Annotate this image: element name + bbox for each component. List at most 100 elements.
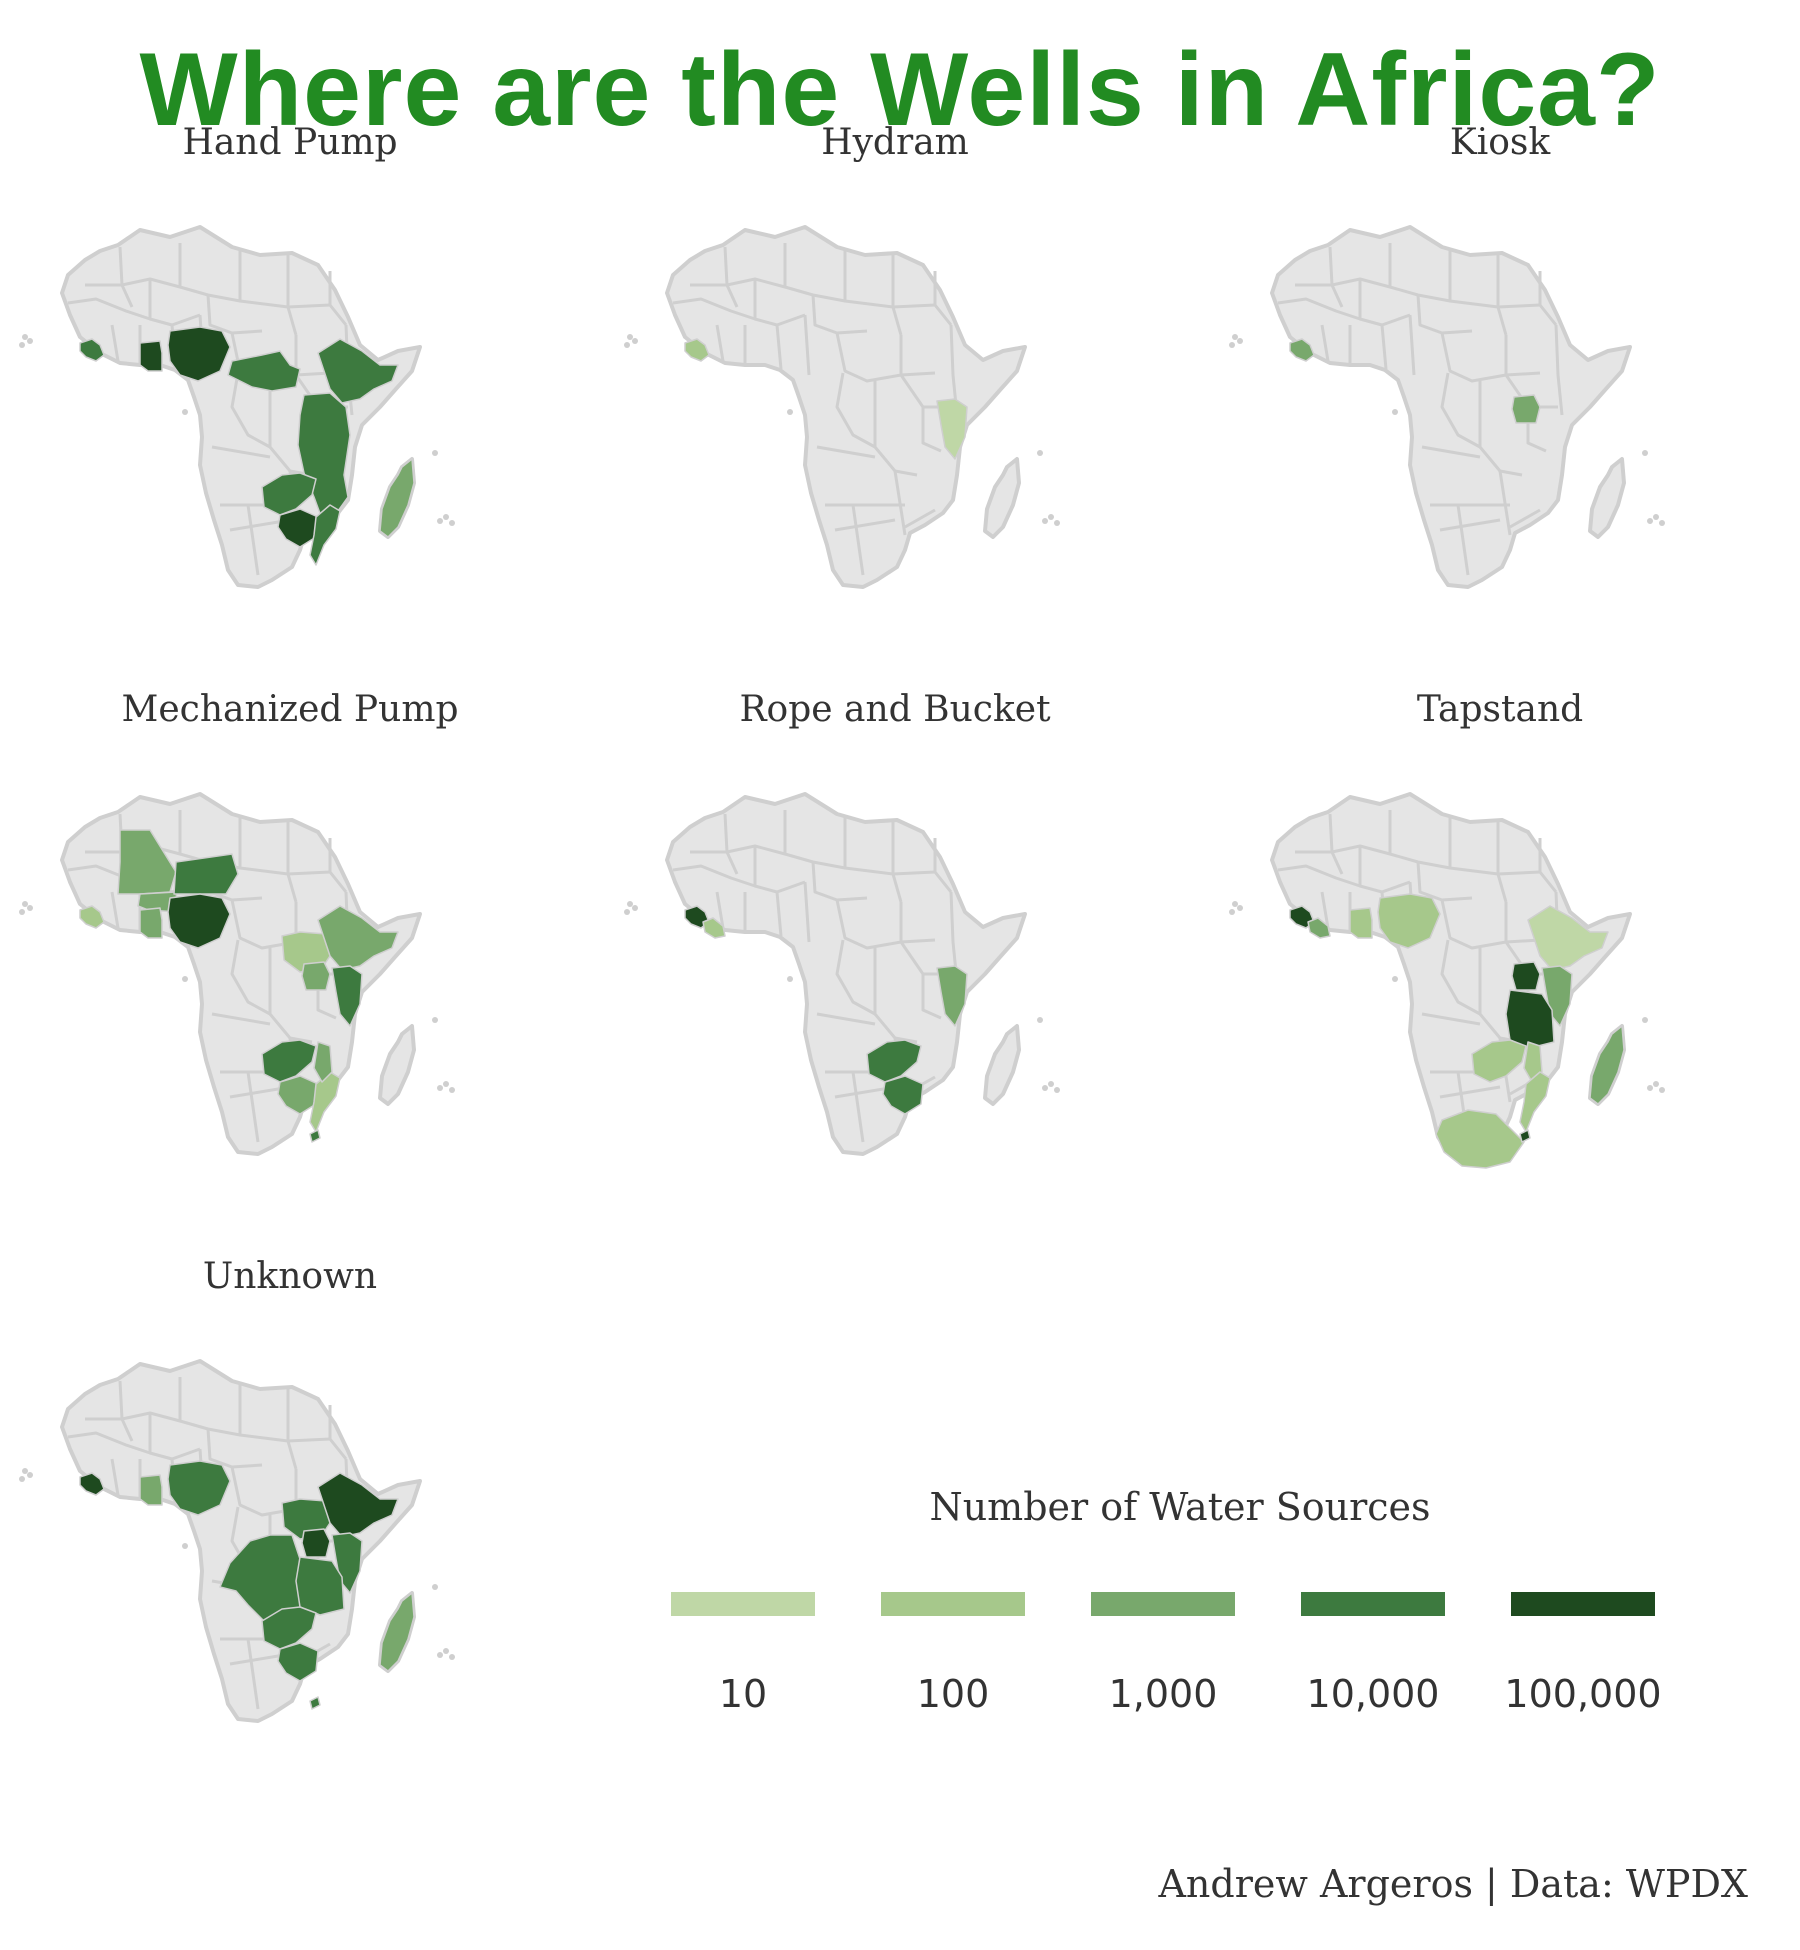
country-border	[1538, 838, 1558, 893]
legend-swatch-1000	[1091, 1592, 1235, 1616]
legend-label-1000: 1,000	[1108, 1672, 1218, 1716]
madagascar-landmass	[378, 1024, 416, 1106]
country-border	[851, 1071, 865, 1143]
country-border	[206, 1428, 263, 1469]
map-panel-hand-pump: Hand Pump	[0, 125, 580, 685]
country-border	[1440, 899, 1541, 950]
region-malawi	[313, 1041, 333, 1083]
country-border	[85, 1411, 181, 1423]
panel-title: Hydram	[821, 122, 969, 163]
country-border	[811, 861, 868, 902]
region-madagascar	[379, 458, 415, 538]
panel-title: Rope and Bucket	[739, 689, 1051, 730]
island-dot	[437, 1085, 443, 1091]
country-border	[783, 810, 846, 870]
island-dot	[449, 1087, 455, 1093]
country-border	[1358, 279, 1411, 327]
country-border	[1440, 939, 1481, 1016]
country-border	[110, 891, 120, 929]
country-border	[328, 271, 348, 326]
region-zambia	[866, 1039, 922, 1083]
region-ethiopia	[317, 905, 399, 971]
island-dot	[182, 409, 188, 415]
region-ghana	[139, 1474, 163, 1506]
country-border	[873, 381, 918, 477]
country-border	[816, 445, 876, 459]
region-nigeria	[167, 326, 231, 382]
map-panel-rope-and-bucket: Rope and Bucket	[605, 692, 1185, 1252]
country-border	[1358, 846, 1411, 894]
region-zambia	[261, 1606, 317, 1650]
legend-label-10000: 10,000	[1306, 1672, 1440, 1716]
island-dot	[449, 520, 455, 526]
island-dot	[787, 976, 793, 982]
country-border	[1478, 381, 1523, 477]
region-niger	[173, 853, 239, 895]
legend-title: Number of Water Sources	[929, 1485, 1431, 1529]
country-border	[148, 1413, 201, 1461]
region-south-africa	[1435, 1109, 1525, 1169]
africa-map	[624, 225, 1060, 589]
country-border	[1439, 1085, 1501, 1099]
region-sierra-leone	[1289, 338, 1315, 362]
country-border	[1448, 249, 1541, 309]
country-border	[753, 279, 806, 327]
region-kenya	[936, 965, 968, 1027]
country-border	[1421, 445, 1481, 459]
region-sierra-leone	[79, 1472, 105, 1496]
country-border	[211, 1012, 271, 1026]
country-border	[246, 1071, 260, 1143]
country-border	[811, 294, 868, 335]
panel-title: Kiosk	[1449, 122, 1551, 163]
legend-swatch-10000	[1301, 1592, 1445, 1616]
country-border	[672, 864, 756, 888]
country-border	[110, 1458, 120, 1496]
island-dot	[432, 450, 438, 456]
region-madagascar	[379, 1592, 415, 1672]
island-dot	[1042, 1085, 1048, 1091]
island-dot	[1232, 334, 1238, 340]
island-dot	[1653, 514, 1659, 520]
panel-title: Mechanized Pump	[121, 689, 459, 730]
island-dot	[443, 514, 449, 520]
country-border	[286, 822, 298, 903]
region-nigeria	[1377, 893, 1441, 949]
country-border	[1295, 844, 1391, 856]
legend-swatch-100000	[1511, 1592, 1655, 1616]
country-border	[851, 504, 865, 576]
region-eswatini	[309, 1129, 321, 1143]
country-border	[246, 504, 260, 576]
country-border	[835, 939, 876, 1016]
region-kenya	[936, 398, 968, 460]
region-mozambique	[309, 1071, 341, 1133]
map-panel-mechanized-pump: Mechanized Pump	[0, 692, 580, 1252]
region-zimbabwe	[277, 508, 319, 548]
country-border	[803, 314, 811, 376]
country-border	[230, 939, 271, 1016]
country-border	[921, 407, 942, 453]
region-tanzania	[295, 1556, 345, 1616]
country-border	[715, 324, 725, 362]
country-border	[238, 1383, 331, 1443]
country-border	[1554, 324, 1564, 416]
country-border	[843, 249, 936, 309]
country-border	[1440, 332, 1541, 383]
region-nigeria	[167, 893, 231, 949]
country-border	[835, 332, 936, 383]
region-nigeria	[167, 1460, 231, 1516]
island-dot	[22, 334, 28, 340]
legend-swatch-10	[671, 1592, 815, 1616]
country-border	[933, 838, 953, 893]
country-border	[690, 277, 786, 289]
island-dot	[1048, 1081, 1054, 1087]
island-dot	[443, 1648, 449, 1654]
island-dot	[1054, 520, 1060, 526]
country-border	[110, 324, 120, 362]
island-dot	[1647, 518, 1653, 524]
africa-map	[624, 792, 1060, 1156]
island-dot	[432, 1017, 438, 1023]
legend-label-100000: 100,000	[1504, 1672, 1662, 1716]
country-border	[178, 1377, 241, 1437]
region-ghana	[1349, 907, 1373, 939]
region-ghana	[139, 907, 163, 939]
